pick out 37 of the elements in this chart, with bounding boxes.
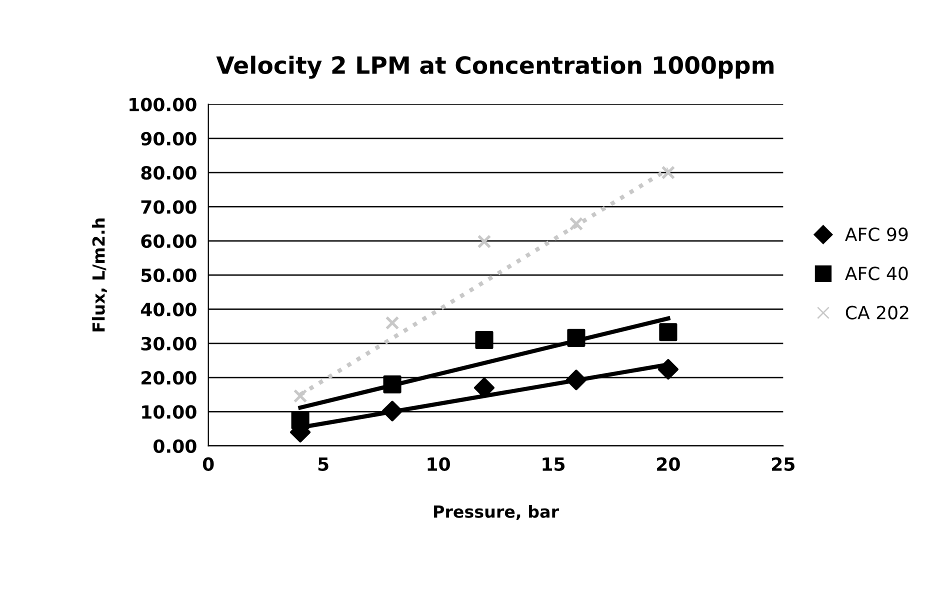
- x-tick-label: 10: [428, 457, 450, 471]
- point: [658, 359, 678, 380]
- point: [382, 400, 403, 422]
- point: [477, 234, 492, 249]
- point: [385, 316, 400, 330]
- y-tick-label: 100.00: [130, 98, 196, 112]
- x-tick-label: 20: [657, 457, 680, 471]
- y-tick-label: 70.00: [141, 200, 196, 214]
- x-tick-label: 0: [202, 457, 214, 471]
- point: [293, 389, 308, 403]
- y-tick-label: 50.00: [142, 268, 196, 282]
- point: [475, 330, 494, 349]
- point: [291, 411, 310, 430]
- legend-label: AFC 99: [845, 228, 908, 242]
- y-tick-label: 40.00: [140, 302, 196, 316]
- legend-label: CA 202: [846, 306, 908, 320]
- point: [566, 370, 586, 390]
- x-axis-title: Pressure, bar: [434, 505, 559, 520]
- y-tick-label: 0.00: [154, 439, 196, 453]
- x-tick-label: 25: [772, 457, 794, 471]
- y-tick-label: 10.00: [142, 405, 196, 419]
- point: [383, 375, 402, 394]
- chart-title: Velocity 2 LPM at Concentration 1000ppm: [216, 56, 774, 79]
- point: [567, 328, 586, 347]
- x-tick-label: 5: [318, 458, 328, 471]
- y-axis-title: Flux, L/m2.h: [92, 218, 108, 332]
- x-tick-label: 15: [542, 458, 565, 471]
- y-tick-label: 90.00: [141, 132, 196, 146]
- point: [659, 323, 678, 342]
- legend-label: AFC 40: [845, 266, 908, 280]
- y-tick-label: 30.00: [141, 336, 196, 351]
- point: [661, 166, 676, 180]
- point: [474, 378, 494, 398]
- y-tick-label: 20.00: [142, 371, 196, 385]
- y-tick-label: 80.00: [141, 166, 196, 180]
- point: [569, 216, 584, 231]
- y-tick-label: 60.00: [141, 234, 196, 248]
